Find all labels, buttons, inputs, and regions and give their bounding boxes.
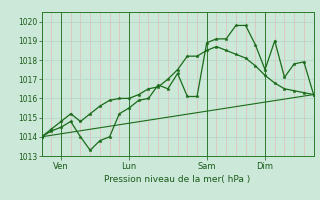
X-axis label: Pression niveau de la mer( hPa ): Pression niveau de la mer( hPa ) (104, 175, 251, 184)
